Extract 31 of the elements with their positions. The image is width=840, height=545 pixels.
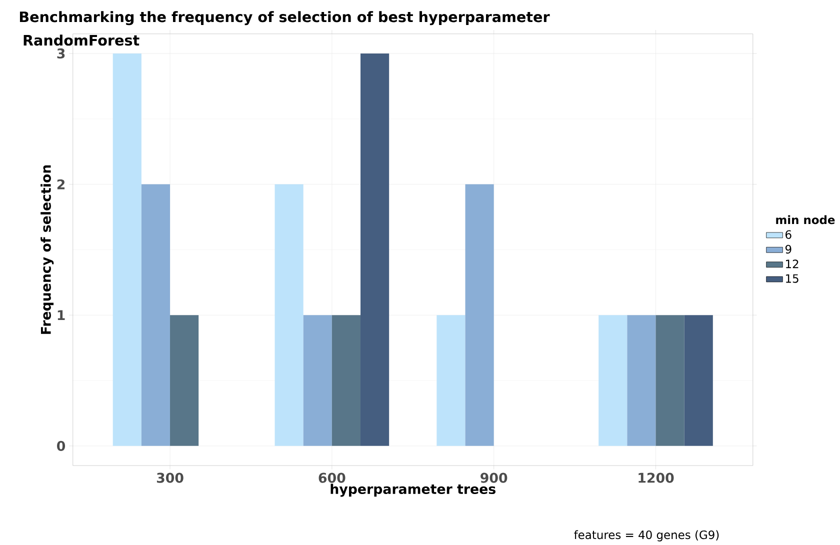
chart-subtitle: RandomForest xyxy=(24,34,140,46)
x-tick-label: 300 xyxy=(156,472,184,483)
x-tick-label: 600 xyxy=(318,472,346,483)
legend-title: min node xyxy=(776,215,835,224)
x-tick-label: 900 xyxy=(480,472,508,483)
y-tick-label: 3 xyxy=(57,48,65,58)
bar xyxy=(627,314,656,446)
bar xyxy=(170,314,199,446)
bar xyxy=(303,314,332,446)
y-tick-label: 0 xyxy=(57,440,66,451)
legend-label: 6 xyxy=(786,230,792,239)
x-tick-label: 1200 xyxy=(638,472,674,483)
legend-label: 15 xyxy=(786,274,798,283)
bar xyxy=(465,184,494,446)
text: features = 40 genes (G9) xyxy=(574,530,719,542)
legend-label: 9 xyxy=(785,244,792,254)
chart-title: Benchmarking the frequency of selection of best hyperparameter xyxy=(20,10,550,25)
y-axis-title: Frequency of selection xyxy=(40,165,54,334)
bar xyxy=(274,184,304,446)
bar xyxy=(332,314,361,446)
bar xyxy=(436,314,466,446)
legend-label: 12 xyxy=(786,259,798,268)
y-tick-label: 2 xyxy=(57,179,65,190)
bar xyxy=(656,314,684,446)
bar xyxy=(684,314,713,446)
bar xyxy=(141,184,170,446)
bar xyxy=(112,53,142,446)
y-tick-label: 1 xyxy=(58,310,65,320)
bar xyxy=(360,53,390,446)
bar xyxy=(598,314,628,446)
x-axis-title: hyperparameter trees xyxy=(330,484,496,497)
